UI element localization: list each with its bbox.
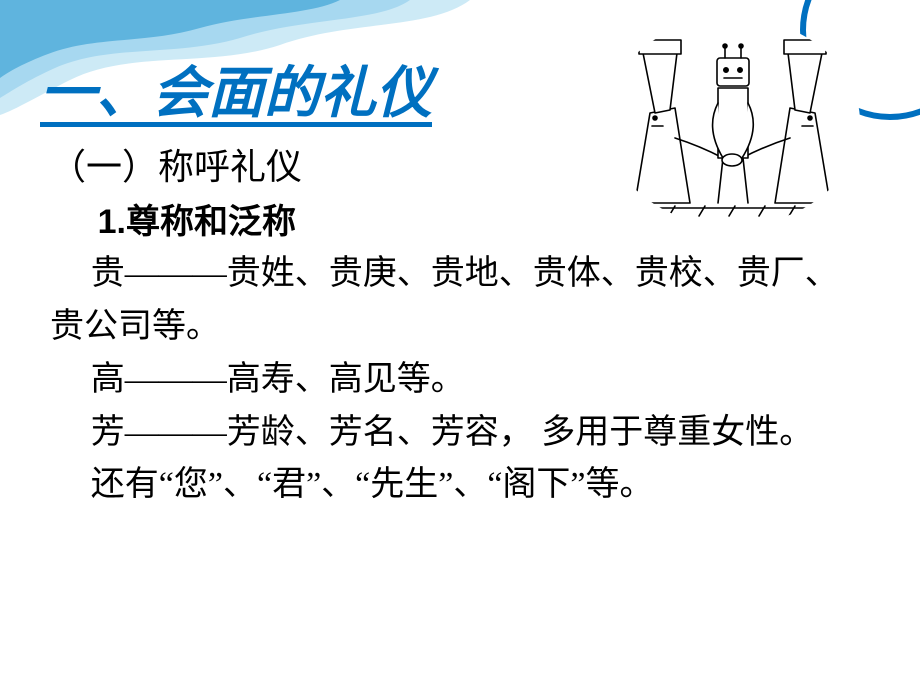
paragraph-4: 还有“您”、“君”、“先生”、“阁下”等。 [50, 459, 870, 512]
slide: 一、会面的礼仪 （一）称呼礼仪 1.尊称和泛称 贵———贵姓、贵庚、贵地、贵体、… [0, 0, 920, 690]
paragraph-1: 贵———贵姓、贵庚、贵地、贵体、贵校、贵厂、贵公司等。 [50, 248, 870, 353]
handshake-illustration [605, 18, 860, 226]
paragraph-3: 芳———芳龄、芳名、芳容， 多用于尊重女性。 [50, 407, 870, 460]
slide-title: 一、会面的礼仪 [40, 48, 432, 129]
paragraph-2: 高———高寿、高见等。 [50, 354, 870, 407]
